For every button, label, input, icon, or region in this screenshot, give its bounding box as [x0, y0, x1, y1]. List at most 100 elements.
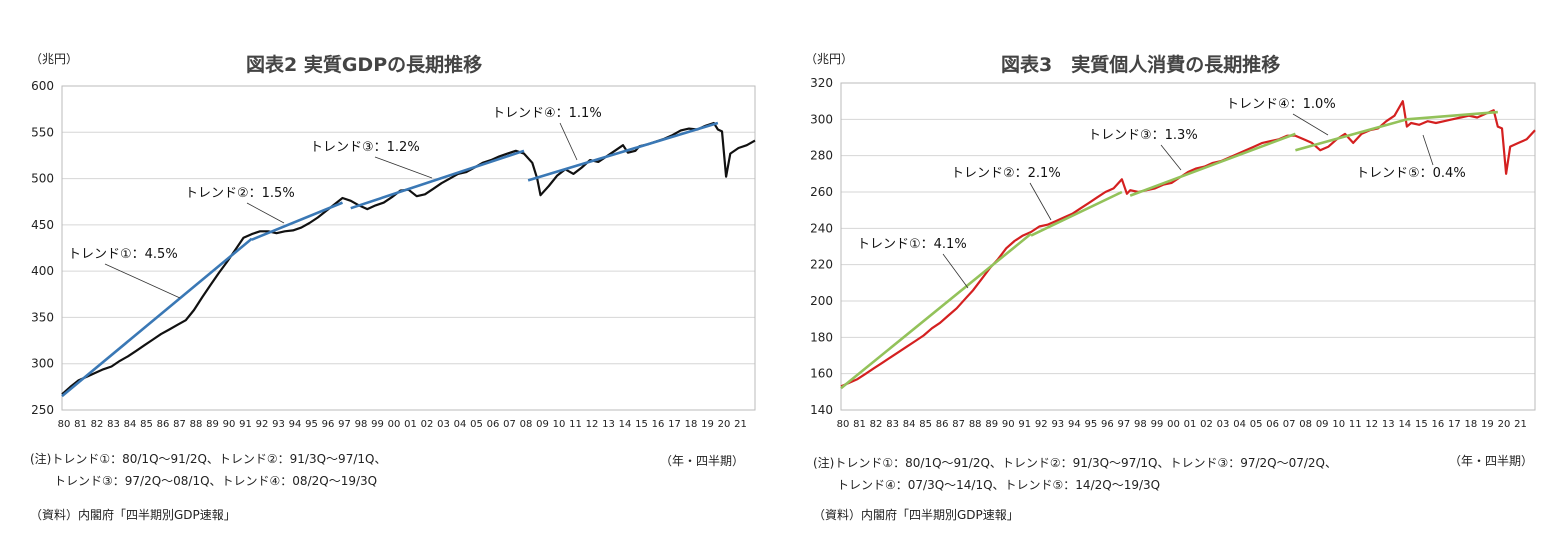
y-tick-label: 220 [810, 258, 833, 272]
trend-line [251, 201, 343, 241]
x-tick-label: 96 [1101, 419, 1114, 430]
x-tick-label: 08 [1299, 419, 1312, 430]
x-tick-label: 85 [140, 419, 153, 430]
y-tick-label: 250 [31, 403, 54, 417]
note-line-2: トレンド③：97/2Q～08/1Q、トレンド④：08/2Q～19/3Q [30, 474, 378, 488]
y-tick-label: 280 [810, 149, 833, 163]
x-tick-label: 92 [256, 419, 269, 430]
y-tick-label: 300 [810, 112, 833, 126]
y-tick-label: 320 [810, 76, 833, 90]
y-unit-label: （兆円） [805, 52, 854, 66]
trend-line [527, 121, 719, 182]
trend-line [61, 237, 253, 398]
trend-label: トレンド④：1.0% [1226, 97, 1336, 112]
x-tick-label: 00 [388, 419, 401, 430]
period-label: （年・四半期） [660, 454, 745, 468]
x-tick-label: 21 [734, 419, 747, 430]
x-tick-label: 04 [454, 419, 467, 430]
x-tick-label: 19 [701, 419, 714, 430]
note-line-1: (注)トレンド①：80/1Q～91/2Q、トレンド②：91/3Q～97/1Q、ト… [813, 456, 1337, 470]
x-tick-label: 12 [1365, 419, 1378, 430]
x-tick-label: 86 [157, 419, 170, 430]
x-tick-label: 05 [1250, 419, 1263, 430]
y-tick-label: 350 [31, 310, 54, 324]
x-tick-label: 18 [1465, 419, 1478, 430]
source-label: （資料）内閣府「四半期別GDP速報」 [30, 508, 236, 522]
note-line-2: トレンド④：07/3Q～14/1Q、トレンド⑤：14/2Q～19/3Q [813, 478, 1161, 492]
x-tick-label: 11 [1349, 419, 1362, 430]
plot-area [840, 82, 1536, 411]
trend-label: トレンド⑤：0.4% [1356, 166, 1466, 181]
x-tick-label: 01 [404, 419, 417, 430]
x-tick-label: 94 [289, 419, 302, 430]
leader-line [1029, 182, 1052, 221]
x-tick-label: 21 [1514, 419, 1527, 430]
x-tick-label: 87 [173, 419, 186, 430]
x-tick-label: 09 [536, 419, 549, 430]
period-label: （年・四半期） [1449, 454, 1534, 468]
x-tick-label: 84 [903, 419, 916, 430]
x-tick-label: 08 [520, 419, 533, 430]
y-tick-label: 500 [31, 172, 54, 186]
leader-line [559, 122, 578, 161]
x-tick-label: 83 [107, 419, 120, 430]
x-tick-label: 90 [1002, 419, 1015, 430]
x-tick-label: 16 [652, 419, 665, 430]
y-tick-label: 200 [810, 294, 833, 308]
x-tick-label: 97 [1118, 419, 1131, 430]
trend-line [350, 149, 525, 210]
y-tick-label: 140 [810, 403, 833, 417]
trend-line [1406, 110, 1498, 121]
leader-line [1160, 144, 1182, 171]
x-tick-label: 83 [886, 419, 899, 430]
consumption-chart-panel: （兆円） 図表3 実質個人消費の長期推移 140 160 180 200 220 240 2… [783, 0, 1567, 559]
y-tick-label: 450 [31, 218, 54, 232]
x-tick-label: 12 [586, 419, 599, 430]
x-tick-label: 07 [503, 419, 516, 430]
y-unit-label: （兆円） [30, 52, 79, 66]
x-tick-label: 06 [1266, 419, 1279, 430]
x-tick-label: 10 [1332, 419, 1345, 430]
x-tick-label: 93 [1051, 419, 1064, 430]
x-tick-label: 87 [952, 419, 965, 430]
x-tick-label: 15 [1415, 419, 1428, 430]
y-tick-label: 600 [31, 79, 54, 93]
x-tick-label: 05 [470, 419, 483, 430]
x-tick-label: 95 [1084, 419, 1097, 430]
x-tick-label: 96 [322, 419, 335, 430]
y-tick-label: 160 [810, 367, 833, 381]
x-tick-label: 95 [305, 419, 318, 430]
x-tick-label: 81 [74, 419, 87, 430]
x-tick-label: 02 [421, 419, 434, 430]
x-tick-label: 84 [124, 419, 137, 430]
trend-line [1129, 132, 1296, 197]
gdp-line-chart: 250 300 350 400 450 500 550 600 80 81 82 83 84 85 86 87… [31, 79, 756, 430]
x-tick-label: 03 [437, 419, 450, 430]
x-tick-label: 81 [853, 419, 866, 430]
x-tick-label: 93 [272, 419, 285, 430]
x-tick-label: 98 [355, 419, 368, 430]
x-tick-label: 20 [718, 419, 731, 430]
x-tick-label: 07 [1283, 419, 1296, 430]
trend-line [840, 232, 1032, 390]
x-tick-label: 80 [837, 419, 850, 430]
x-tick-label: 02 [1200, 419, 1213, 430]
x-tick-label: 90 [223, 419, 236, 430]
x-tick-label: 80 [58, 419, 71, 430]
x-tick-label: 19 [1481, 419, 1494, 430]
x-tick-label: 14 [619, 419, 632, 430]
leader-line [246, 202, 285, 224]
x-tick-label: 06 [487, 419, 500, 430]
x-tick-label: 97 [338, 419, 351, 430]
x-tick-label: 10 [553, 419, 566, 430]
x-tick-label: 01 [1184, 419, 1197, 430]
x-tick-label: 94 [1068, 419, 1081, 430]
note-line-1: (注)トレンド①：80/1Q～91/2Q、トレンド②：91/3Q～97/1Q、 [30, 452, 387, 466]
y-tick-label: 400 [31, 264, 54, 278]
x-tick-label: 91 [239, 419, 252, 430]
x-tick-label: 88 [969, 419, 982, 430]
trend-label: トレンド①：4.5% [68, 247, 178, 262]
x-tick-label: 04 [1233, 419, 1246, 430]
x-tick-label: 11 [569, 419, 582, 430]
x-tick-label: 17 [1448, 419, 1461, 430]
